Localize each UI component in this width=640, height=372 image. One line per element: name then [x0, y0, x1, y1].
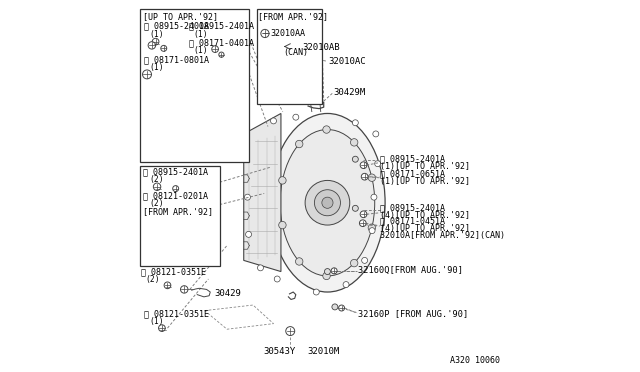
Circle shape	[353, 156, 358, 162]
Text: 32010AA: 32010AA	[270, 29, 305, 38]
Circle shape	[314, 190, 340, 216]
Circle shape	[212, 46, 218, 52]
Text: Ⓑ 08171-0451A: Ⓑ 08171-0451A	[380, 217, 445, 226]
Ellipse shape	[280, 129, 375, 276]
Circle shape	[261, 29, 269, 38]
Circle shape	[362, 173, 368, 180]
Circle shape	[143, 70, 152, 79]
Circle shape	[257, 265, 264, 271]
Circle shape	[286, 327, 294, 336]
Circle shape	[244, 194, 250, 200]
Text: 32010M: 32010M	[308, 347, 340, 356]
Circle shape	[152, 38, 159, 45]
Bar	[257, 9, 322, 104]
Circle shape	[371, 194, 377, 200]
Text: 30543Y: 30543Y	[263, 347, 295, 356]
Circle shape	[278, 177, 286, 184]
Text: (1): (1)	[149, 30, 163, 39]
Circle shape	[296, 258, 303, 265]
Circle shape	[331, 268, 337, 274]
Text: (1): (1)	[193, 46, 208, 55]
Circle shape	[180, 286, 188, 293]
Text: Ⓥ 08915-2401A: Ⓥ 08915-2401A	[143, 167, 208, 176]
Circle shape	[323, 126, 330, 133]
Circle shape	[278, 221, 286, 229]
Circle shape	[374, 161, 381, 167]
Circle shape	[368, 174, 376, 182]
Text: (1): (1)	[149, 317, 163, 326]
Text: Ⓑ 08171-0801A: Ⓑ 08171-0801A	[145, 55, 209, 64]
Text: Ⓑ 08171-0401A: Ⓑ 08171-0401A	[189, 38, 254, 47]
Text: (CAN): (CAN)	[284, 48, 308, 57]
Circle shape	[246, 231, 252, 237]
Circle shape	[351, 259, 358, 267]
Text: A320 10060: A320 10060	[451, 356, 500, 365]
Polygon shape	[244, 113, 281, 272]
Circle shape	[353, 120, 358, 126]
Circle shape	[343, 282, 349, 288]
Circle shape	[159, 325, 165, 331]
Text: (2): (2)	[145, 275, 160, 284]
Text: 32160Q[FROM AUG.'90]: 32160Q[FROM AUG.'90]	[358, 266, 463, 275]
Text: Ⓑ 08171-0651A: Ⓑ 08171-0651A	[380, 170, 445, 179]
Text: (4)[UP TO APR.'92]: (4)[UP TO APR.'92]	[380, 224, 470, 233]
Text: (2): (2)	[149, 199, 163, 208]
Text: Ⓥ 08915-2401A: Ⓥ 08915-2401A	[380, 204, 445, 213]
Circle shape	[293, 114, 299, 120]
Text: Ⓥ 08915-2401A: Ⓥ 08915-2401A	[189, 22, 254, 31]
Circle shape	[332, 304, 338, 310]
Text: Ⓑ 08121-0351E: Ⓑ 08121-0351E	[145, 310, 209, 319]
Text: 32010A[FROM APR.'92](CAN): 32010A[FROM APR.'92](CAN)	[380, 231, 505, 240]
Circle shape	[219, 52, 224, 57]
Text: Ⓑ 08121-0351E: Ⓑ 08121-0351E	[141, 268, 205, 277]
Text: (1): (1)	[149, 63, 163, 72]
Text: [FROM APR.'92]: [FROM APR.'92]	[258, 12, 328, 21]
Circle shape	[373, 131, 379, 137]
Circle shape	[323, 272, 330, 280]
Text: Ⓥ 08915-2401A: Ⓥ 08915-2401A	[145, 22, 209, 31]
Text: (1)[UP TO APR.'92]: (1)[UP TO APR.'92]	[380, 162, 470, 171]
Circle shape	[368, 224, 376, 231]
Ellipse shape	[270, 113, 385, 292]
Circle shape	[305, 180, 349, 225]
Text: [FROM APR.'92]: [FROM APR.'92]	[143, 208, 213, 217]
Circle shape	[173, 186, 179, 192]
Circle shape	[351, 139, 358, 146]
Circle shape	[360, 162, 367, 169]
Text: Ⓑ 08121-0201A: Ⓑ 08121-0201A	[143, 191, 208, 200]
Text: [UP TO APR.'92]: [UP TO APR.'92]	[143, 12, 218, 21]
Bar	[140, 166, 220, 266]
Text: 32010AC: 32010AC	[328, 57, 366, 66]
Circle shape	[161, 45, 167, 51]
Circle shape	[148, 42, 156, 49]
Circle shape	[296, 140, 303, 148]
Text: (2): (2)	[149, 175, 163, 184]
Text: Ⓥ 08915-2401A: Ⓥ 08915-2401A	[380, 154, 445, 163]
Circle shape	[271, 118, 276, 124]
Circle shape	[360, 220, 366, 227]
Text: 32010AB: 32010AB	[303, 43, 340, 52]
Circle shape	[154, 183, 161, 190]
Circle shape	[362, 257, 367, 263]
Circle shape	[353, 205, 358, 211]
Text: 32160P [FROM AUG.'90]: 32160P [FROM AUG.'90]	[358, 309, 468, 318]
Bar	[140, 9, 250, 162]
Circle shape	[322, 197, 333, 208]
Circle shape	[324, 269, 330, 275]
Text: 30429: 30429	[214, 289, 241, 298]
Circle shape	[289, 45, 295, 51]
Text: 30429M: 30429M	[333, 88, 365, 97]
Text: (1)[UP TO APR.'92]: (1)[UP TO APR.'92]	[380, 177, 470, 186]
Text: (4)[UP TO APR.'92]: (4)[UP TO APR.'92]	[380, 211, 470, 220]
Circle shape	[164, 282, 171, 289]
Circle shape	[339, 305, 344, 311]
Text: (1): (1)	[193, 30, 208, 39]
Circle shape	[369, 228, 375, 234]
Circle shape	[314, 289, 319, 295]
Circle shape	[360, 211, 367, 218]
Circle shape	[304, 55, 310, 61]
Circle shape	[275, 276, 280, 282]
